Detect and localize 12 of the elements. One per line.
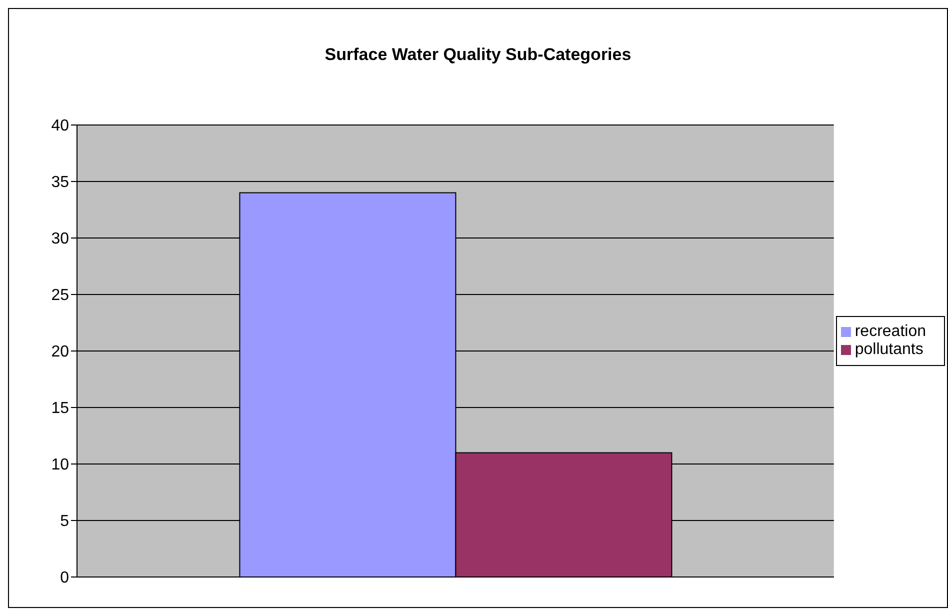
- y-tick-label: 35: [51, 174, 70, 192]
- y-tick-label: 5: [60, 513, 70, 530]
- legend-label: pollutants: [854, 341, 924, 358]
- y-tick-label: 25: [51, 287, 70, 304]
- y-tick-label: 10: [51, 456, 70, 474]
- y-tick-label: 15: [51, 400, 70, 418]
- legend-label: recreation: [854, 323, 926, 340]
- y-tick-label: 40: [51, 118, 70, 135]
- y-tick-label: 0: [60, 570, 70, 587]
- y-tick-label: 20: [51, 344, 70, 361]
- y-tick-label: 30: [51, 230, 70, 248]
- chart-title: Surface Water Quality Sub-Categories: [324, 45, 632, 66]
